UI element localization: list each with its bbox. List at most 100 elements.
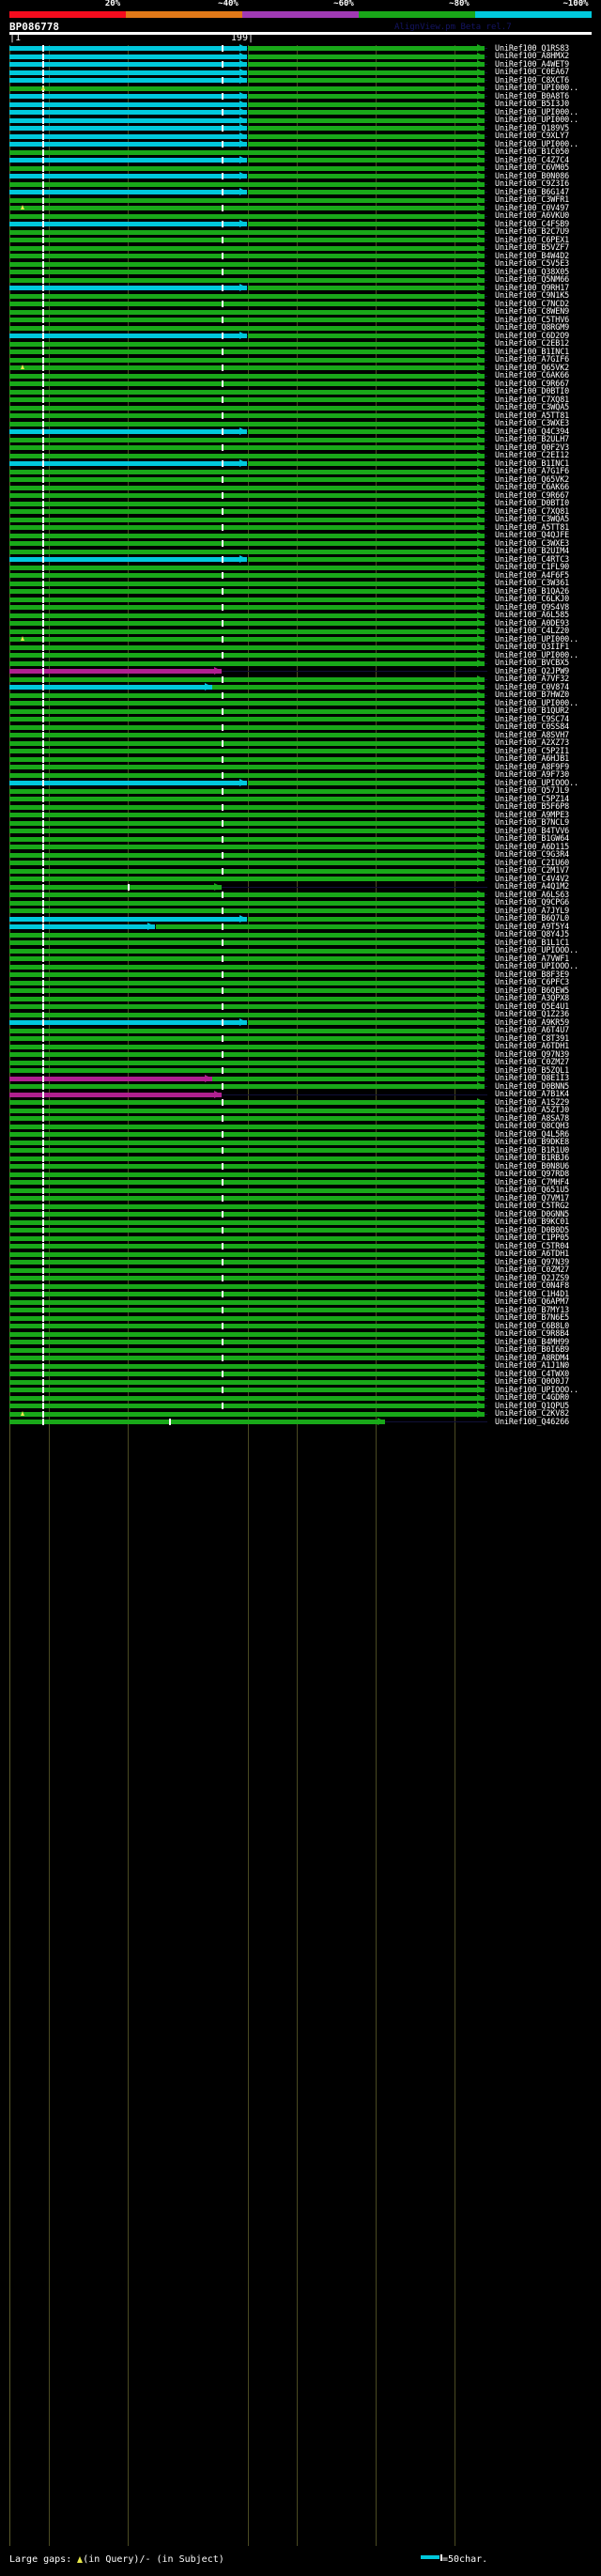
- alignment-row[interactable]: UniRef100_B0A8T6: [0, 91, 601, 101]
- hsp-bar-green[interactable]: [9, 261, 485, 267]
- subject-accession-label[interactable]: UniRef100_A8F9F9: [495, 761, 570, 771]
- hsp-bar-green[interactable]: [248, 110, 485, 115]
- hsp-bar-green[interactable]: [9, 708, 485, 714]
- alignment-row[interactable]: UniRef100_A8SVH7: [0, 730, 601, 740]
- alignment-row[interactable]: UniRef100_A6TDH1: [0, 1249, 601, 1260]
- hsp-bar-green[interactable]: [9, 613, 485, 618]
- alignment-row[interactable]: UniRef100_C2KV82: [0, 1409, 601, 1420]
- hsp-bar-green[interactable]: [9, 589, 485, 594]
- hsp-bar-green[interactable]: [9, 621, 485, 626]
- subject-accession-label[interactable]: UniRef100_B8F3E9: [495, 969, 570, 979]
- alignment-row[interactable]: UniRef100_A9KR59: [0, 1017, 601, 1028]
- alignment-row[interactable]: UniRef100_UPI000..: [0, 698, 601, 708]
- hsp-bar-green[interactable]: [9, 813, 485, 817]
- subject-accession-label[interactable]: UniRef100_Q9S4V8: [495, 601, 570, 612]
- hsp-bar-green[interactable]: [9, 861, 485, 865]
- subject-accession-label[interactable]: UniRef100_A6L585: [495, 610, 570, 619]
- hsp-bar-green[interactable]: [9, 644, 485, 650]
- hsp-bar-green[interactable]: [248, 70, 485, 75]
- alignment-row[interactable]: UniRef100_UPIOOO..: [0, 777, 601, 788]
- subject-accession-label[interactable]: UniRef100_A6D115: [495, 841, 570, 851]
- alignment-row[interactable]: UniRef100_Q3IIF1: [0, 642, 601, 653]
- subject-accession-label[interactable]: UniRef100_A7GIF6: [495, 354, 570, 364]
- hsp-bar-green[interactable]: [9, 270, 485, 274]
- subject-accession-label[interactable]: UniRef100_Q65VK2: [495, 473, 570, 484]
- hsp-bar-green[interactable]: [248, 557, 485, 562]
- hsp-bar-green[interactable]: [9, 293, 485, 299]
- hsp-bar-green[interactable]: [9, 756, 485, 762]
- subject-accession-label[interactable]: UniRef100_A6TDH1: [495, 1249, 570, 1258]
- subject-accession-label[interactable]: UniRef100_B5F6P8: [495, 801, 570, 811]
- subject-accession-label[interactable]: UniRef100_C1PP05: [495, 1233, 570, 1242]
- alignment-row[interactable]: UniRef100_D0BTI0: [0, 386, 601, 397]
- hsp-bar-green[interactable]: [248, 286, 485, 290]
- alignment-row[interactable]: UniRef100_B5ZQL1: [0, 1065, 601, 1076]
- hsp-bar-green[interactable]: [248, 54, 485, 59]
- subject-accession-label[interactable]: UniRef100_D0BTI0: [495, 498, 570, 507]
- hsp-bar-green[interactable]: [248, 1020, 485, 1025]
- alignment-row[interactable]: UniRef100_B7N6E5: [0, 1313, 601, 1324]
- subject-accession-label[interactable]: UniRef100_C5TRG2: [495, 1201, 570, 1210]
- subject-accession-label[interactable]: UniRef100_Q97RD8: [495, 1169, 570, 1178]
- alignment-row[interactable]: UniRef100_C0V497: [0, 203, 601, 213]
- hsp-bar-green[interactable]: [9, 381, 485, 386]
- alignment-row[interactable]: UniRef100_Q4QJFE: [0, 531, 601, 541]
- alignment-row[interactable]: UniRef100_A6LS63: [0, 890, 601, 900]
- alignment-row[interactable]: UniRef100_C4RTC3: [0, 554, 601, 565]
- subject-accession-label[interactable]: UniRef100_Q5NM66: [495, 274, 570, 284]
- subject-accession-label[interactable]: UniRef100_Q6APM7: [495, 1296, 570, 1306]
- subject-accession-label[interactable]: UniRef100_BVCBX5: [495, 658, 570, 667]
- subject-accession-label[interactable]: UniRef100_B0I6B9: [495, 1344, 570, 1354]
- hsp-bar-green[interactable]: [9, 493, 485, 498]
- alignment-row[interactable]: UniRef100_C4GDR0: [0, 1393, 601, 1404]
- subject-accession-label[interactable]: UniRef100_B7HWZ0: [495, 690, 570, 699]
- alignment-row[interactable]: UniRef100_C6VM05: [0, 163, 601, 174]
- alignment-row[interactable]: UniRef100_A1J1N0: [0, 1361, 601, 1372]
- hsp-bar-green[interactable]: [9, 932, 485, 938]
- subject-accession-label[interactable]: UniRef100_Q3IIF1: [495, 642, 570, 651]
- alignment-row[interactable]: UniRef100_C0ZM27: [0, 1265, 601, 1276]
- alignment-row[interactable]: UniRef100_C7MHF4: [0, 1177, 601, 1187]
- hsp-bar-green[interactable]: [9, 940, 485, 945]
- subject-accession-label[interactable]: UniRef100_C6PEX1: [495, 234, 570, 244]
- alignment-row[interactable]: UniRef100_A4F6F5: [0, 570, 601, 581]
- hsp-bar-green[interactable]: [248, 46, 485, 51]
- alignment-row[interactable]: UniRef100_C9R8B4: [0, 1329, 601, 1340]
- alignment-row[interactable]: UniRef100_Q6APM7: [0, 1296, 601, 1308]
- alignment-row[interactable]: UniRef100_B0I6B9: [0, 1344, 601, 1356]
- hsp-bar-green[interactable]: [9, 1180, 485, 1185]
- hsp-bar-green[interactable]: [248, 429, 485, 434]
- subject-accession-label[interactable]: UniRef100_A8SA78: [495, 1112, 570, 1123]
- alignment-row[interactable]: UniRef100_C0SS84: [0, 722, 601, 733]
- subject-accession-label[interactable]: UniRef100_C0EA67: [495, 67, 570, 76]
- subject-accession-label[interactable]: UniRef100_UPIOOO..: [495, 777, 578, 787]
- hsp-bar-green[interactable]: [9, 373, 485, 379]
- alignment-row[interactable]: UniRef100_A8F9F9: [0, 761, 601, 772]
- alignment-row[interactable]: UniRef100_B6Q7L0: [0, 914, 601, 924]
- hsp-bar-green[interactable]: [9, 1372, 485, 1376]
- hsp-bar-green[interactable]: [9, 877, 485, 881]
- subject-accession-label[interactable]: UniRef100_D0BTI0: [495, 386, 570, 396]
- subject-accession-label[interactable]: UniRef100_C6AK66: [495, 370, 570, 380]
- hsp-bar-green[interactable]: [9, 948, 485, 954]
- hsp-bar-green[interactable]: [9, 1308, 485, 1312]
- hsp-bar-green[interactable]: [9, 349, 485, 354]
- alignment-row[interactable]: UniRef100_Q97RD8: [0, 1169, 601, 1180]
- alignment-row[interactable]: UniRef100_B0N8U6: [0, 1161, 601, 1172]
- subject-accession-label[interactable]: UniRef100_Q8Y4J5: [495, 929, 570, 939]
- subject-accession-label[interactable]: UniRef100_C6D2O9: [495, 330, 570, 340]
- hsp-bar-green[interactable]: [9, 1292, 485, 1296]
- subject-accession-label[interactable]: UniRef100_B4MH99: [495, 1336, 570, 1346]
- alignment-row[interactable]: UniRef100_UPI000..: [0, 116, 601, 126]
- subject-accession-label[interactable]: UniRef100_Q0O0J7: [495, 1376, 570, 1386]
- hsp-bar-green[interactable]: [9, 724, 485, 730]
- subject-accession-label[interactable]: UniRef100_B1C050: [495, 147, 570, 156]
- alignment-row[interactable]: UniRef100_C3WQA5: [0, 403, 601, 413]
- hsp-bar-green[interactable]: [9, 453, 485, 458]
- subject-accession-label[interactable]: UniRef100_B4TVV6: [495, 825, 570, 835]
- alignment-row[interactable]: UniRef100_C4TWX0: [0, 1369, 601, 1379]
- subject-accession-label[interactable]: UniRef100_C3WFR1: [495, 194, 570, 204]
- hsp-bar-green[interactable]: [9, 1379, 485, 1385]
- hsp-bar-green[interactable]: [9, 309, 485, 315]
- subject-accession-label[interactable]: UniRef100_C6B8L0: [495, 1320, 570, 1330]
